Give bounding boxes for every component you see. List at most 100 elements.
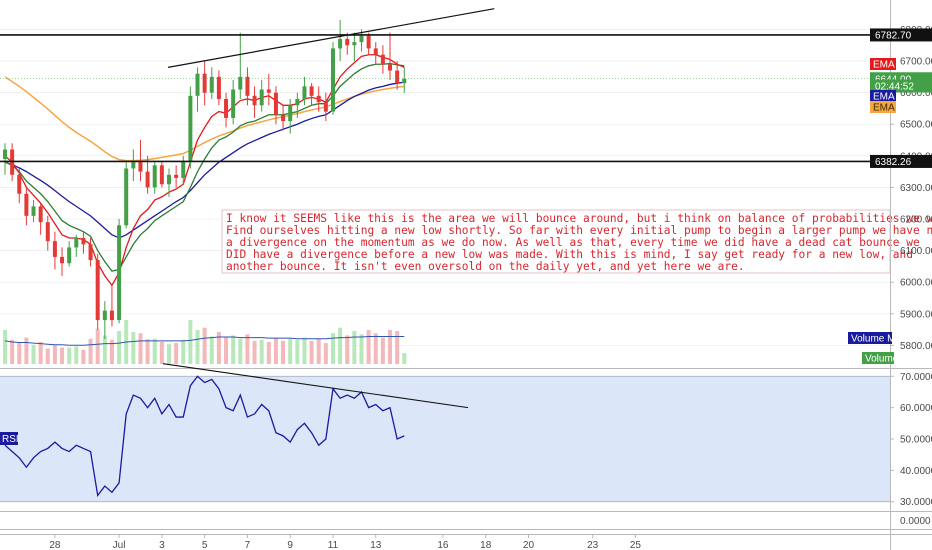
- volume-bar: [202, 327, 207, 364]
- candle-body: [380, 54, 385, 65]
- volume-bar: [273, 337, 278, 364]
- candle-body: [302, 86, 307, 99]
- time-tick-label: 23: [587, 540, 599, 550]
- candle-body: [131, 162, 136, 169]
- volume-bar: [359, 334, 364, 364]
- price-tick-label: 6000.00: [900, 278, 932, 289]
- zero-tick-label: 0.0000: [900, 516, 931, 527]
- rsi-divergence-line[interactable]: [162, 363, 469, 409]
- candle-body: [316, 95, 321, 103]
- candle-body: [245, 76, 250, 96]
- rsi-tick-label: 30.0000: [900, 497, 932, 508]
- price-grid: [0, 29, 890, 346]
- volume-bar: [45, 348, 50, 364]
- candle-body: [174, 174, 179, 178]
- rsi-tick-label: 70.0000: [900, 372, 932, 383]
- time-axis[interactable]: 28 Jul 3 5 7 9 11 13 16 18 20 23 25: [0, 534, 932, 550]
- price-tag: [870, 28, 932, 42]
- price-axis[interactable]: 6800.006700.006600.006500.006400.006300.…: [848, 0, 932, 550]
- volume-bar: [380, 337, 385, 364]
- volume-bar: [38, 342, 43, 364]
- candle-body: [74, 237, 79, 248]
- rsi-label-tag[interactable]: [0, 432, 18, 445]
- annotation-line: a divergence on the momentum as we do no…: [226, 236, 920, 249]
- indicator-tag-label: EMA: [873, 92, 895, 103]
- indicator-tag-label: Volume MA: [851, 334, 902, 345]
- candle-body: [3, 149, 7, 159]
- rsi-pane[interactable]: RSI: [0, 363, 890, 503]
- volume-bar: [302, 337, 307, 364]
- candle-body: [202, 73, 207, 93]
- time-tick-label: 18: [480, 540, 492, 550]
- volume-bar: [138, 333, 143, 364]
- volume-bar: [281, 340, 286, 364]
- indicator-tag: [848, 332, 892, 344]
- candle-body: [52, 241, 57, 257]
- volume-bar: [373, 333, 378, 364]
- candle-body: [95, 260, 100, 321]
- annotation-line: Find ourselves hitting a new low shortly…: [226, 224, 932, 237]
- rsi-label: RSI: [2, 434, 19, 445]
- annotation-line: another bounce. It isn't even oversold o…: [226, 260, 745, 273]
- time-tick-label: 3: [159, 540, 165, 550]
- candle-body: [224, 98, 229, 118]
- volume-bar: [102, 335, 107, 364]
- candle-body: [252, 95, 257, 106]
- volume-bar: [131, 332, 136, 364]
- time-tick-label: 9: [287, 540, 293, 550]
- text-annotation[interactable]: I know it SEEMS like this is the area we…: [221, 209, 932, 274]
- time-tick-label: 7: [245, 540, 251, 550]
- volume-bar: [288, 338, 293, 364]
- volume-bar: [316, 338, 321, 364]
- volume-bar: [117, 331, 122, 364]
- volume-bar: [216, 332, 221, 364]
- rsi-tick-label: 60.0000: [900, 403, 932, 414]
- candle-body: [330, 48, 335, 112]
- volume-bar: [231, 335, 236, 364]
- candle-body: [359, 35, 364, 43]
- candle-body: [45, 222, 50, 242]
- volume-bar: [338, 327, 343, 364]
- candle-body: [145, 171, 150, 188]
- price-trendline[interactable]: [167, 8, 495, 68]
- volume-bar: [159, 342, 164, 364]
- volume-bars: [3, 320, 407, 364]
- volume-bar: [181, 339, 186, 364]
- price-tick-label: 6600.00: [900, 88, 932, 99]
- candle-body: [17, 174, 22, 194]
- candle-body: [395, 70, 400, 84]
- ema-slow-blue-line: [4, 81, 405, 239]
- candle-body: [195, 73, 200, 96]
- volume-bar: [388, 329, 393, 364]
- candle-body: [88, 244, 93, 261]
- rsi-tick-label: 40.0000: [900, 466, 932, 477]
- candle-body: [181, 162, 186, 178]
- volume-bar: [74, 346, 79, 364]
- candle-body: [60, 256, 65, 264]
- candle-body: [109, 310, 114, 321]
- volume-bar: [252, 340, 257, 364]
- volume-bar: [60, 347, 65, 364]
- ema-mid-green-line: [4, 62, 405, 272]
- price-tag-label: 6782.70: [875, 30, 912, 41]
- candle-body: [231, 89, 236, 118]
- price-pane[interactable]: I know it SEEMS like this is the area we…: [0, 8, 932, 364]
- price-tag-label: 02:44:52: [875, 82, 914, 93]
- volume-bar: [266, 342, 271, 364]
- candle-body: [209, 76, 214, 93]
- annotation-box: [221, 209, 891, 274]
- volume-bar: [88, 338, 93, 364]
- rsi-band: [0, 376, 890, 502]
- indicator-tag: [870, 101, 896, 113]
- price-tick-label: 6300.00: [900, 183, 932, 194]
- candle-body: [373, 48, 378, 55]
- volume-bar: [259, 339, 264, 364]
- volume-bar: [67, 347, 72, 364]
- candle-body: [288, 105, 293, 122]
- candle-body: [238, 76, 243, 90]
- candle-body: [138, 162, 143, 172]
- candle-body: [388, 64, 393, 71]
